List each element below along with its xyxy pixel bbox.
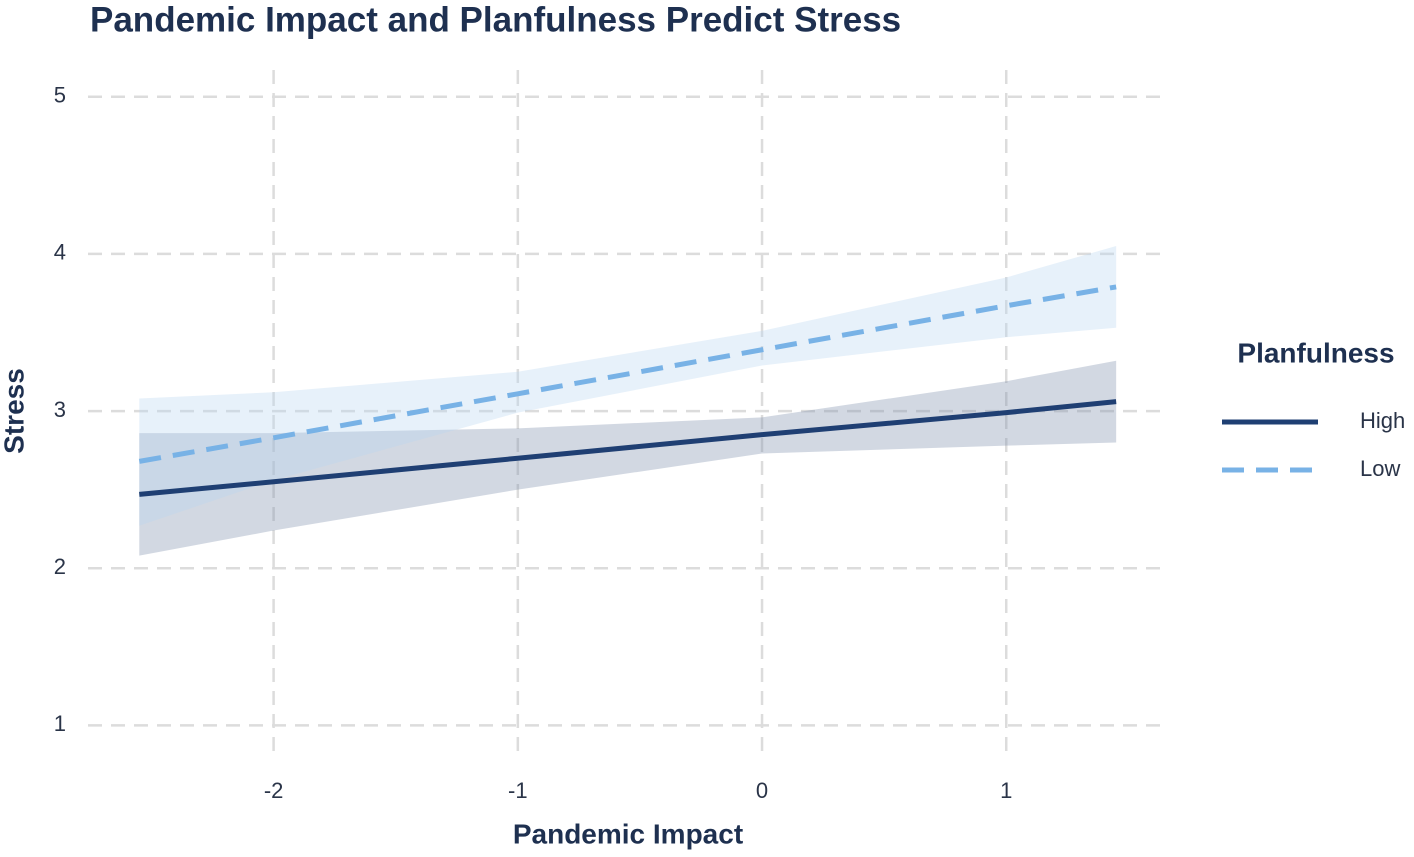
chart-title: Pandemic Impact and Planfulness Predict … [90,0,901,39]
y-tick-label: 4 [54,240,66,265]
legend-label: High [1360,408,1405,433]
series-line [138,284,1117,464]
y-axis-label: Stress [0,368,29,454]
legend-title: Planfulness [1237,337,1394,368]
confidence-band [139,360,1117,556]
y-tick-label: 1 [54,711,66,736]
y-tick-label: 5 [54,83,66,108]
x-tick-label: 1 [1000,778,1012,803]
confidence-band [139,246,1117,526]
series-line [139,399,1117,497]
x-axis-label: Pandemic Impact [513,818,743,849]
y-tick-label: 3 [54,397,66,422]
legend-label: Low [1360,456,1400,481]
x-tick-label: 0 [756,778,768,803]
x-tick-label: -2 [264,778,284,803]
x-tick-label: -1 [508,778,528,803]
y-tick-label: 2 [54,554,66,579]
